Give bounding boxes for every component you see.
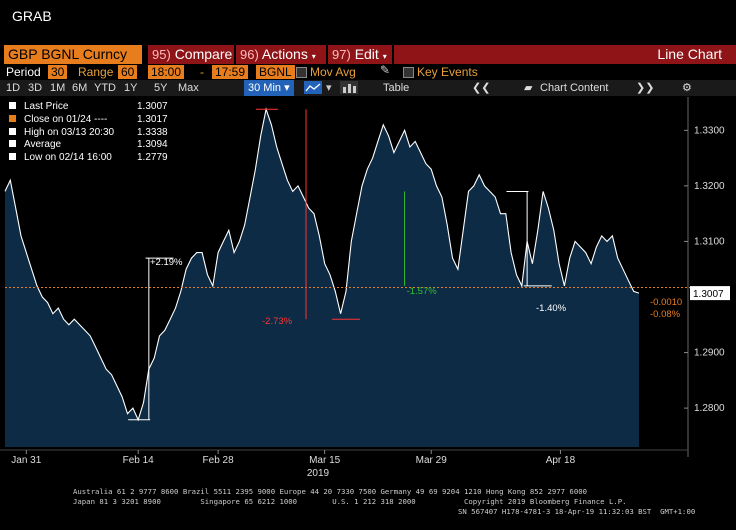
legend-swatch xyxy=(9,114,16,122)
range-label: Range xyxy=(78,65,114,79)
period-label: Period xyxy=(6,65,41,79)
x-tick-label: Feb 28 xyxy=(203,455,235,466)
edit-button[interactable]: 97) Edit ▾ xyxy=(332,45,387,64)
timeframe-5y[interactable]: 5Y xyxy=(154,82,168,94)
last-price-label: 1.3007 xyxy=(693,289,724,300)
price-area xyxy=(5,109,639,447)
edit-number: 97) xyxy=(332,47,351,62)
legend-swatch xyxy=(9,140,16,148)
expand-right-icon[interactable]: ❯❯ xyxy=(636,82,655,94)
measure-label: -1.40% xyxy=(536,303,567,314)
menu-divider xyxy=(326,45,328,64)
interval-label: 30 Min xyxy=(248,82,282,94)
legend-swatch xyxy=(9,102,16,109)
compare-label: Compare xyxy=(174,46,233,62)
legend-label: Last Price xyxy=(24,101,69,112)
x-tick-label: Apr 18 xyxy=(546,455,576,466)
time-dash: - xyxy=(200,65,204,79)
legend-item: Close on 01/24 ---- 1.3017 xyxy=(5,114,172,127)
legend-value: 1.3094 xyxy=(137,139,168,151)
x-axis-year-label: 2019 xyxy=(307,468,330,479)
compare-number: 95) xyxy=(152,47,171,62)
legend-item: Low on 02/14 16:00 1.2779 xyxy=(5,152,172,165)
y-tick-label: 1.3100 xyxy=(694,236,725,247)
chevron-down-icon: ▾ xyxy=(311,52,316,61)
window-title: GRAB xyxy=(12,8,52,24)
x-tick-label: Jan 31 xyxy=(11,455,41,466)
compare-button[interactable]: 95) Compare xyxy=(152,45,232,64)
line-chart-icon[interactable] xyxy=(304,81,322,94)
table-button[interactable]: Table xyxy=(383,82,410,94)
price-line xyxy=(4,107,640,422)
y-tick-label: 1.2900 xyxy=(694,348,725,359)
x-tick-label: Mar 15 xyxy=(309,455,341,466)
x-tick-label: Mar 29 xyxy=(416,455,448,466)
price-change-label: -0.0010 xyxy=(650,297,682,308)
toolbar xyxy=(0,80,736,96)
legend-item: High on 03/13 20:30 1.3338 xyxy=(5,127,172,140)
timeframe-1m[interactable]: 1M xyxy=(50,82,66,94)
mov-avg-checkbox[interactable] xyxy=(296,67,307,78)
gear-icon[interactable]: ⚙ xyxy=(682,82,692,94)
footer-contacts-line1: Australia 61 2 9777 8600 Brazil 5511 239… xyxy=(73,487,587,496)
legend-label: High on 03/13 20:30 xyxy=(24,126,115,138)
menu-divider xyxy=(392,45,394,64)
key-events-checkbox[interactable] xyxy=(403,67,414,78)
chevron-down-icon: ▾ xyxy=(284,82,290,94)
time-to-field[interactable]: 17:59 xyxy=(212,65,249,79)
timeframe-6m[interactable]: 6M xyxy=(72,82,88,94)
y-tick-label: 1.3300 xyxy=(694,125,725,136)
legend-value: 1.3007 xyxy=(137,101,168,112)
legend-item: Average 1.3094 xyxy=(5,139,172,152)
menu-bar xyxy=(148,45,736,64)
footer-session-line: SN 567407 H178-4781-3 18-Apr-19 11:32:03… xyxy=(458,507,696,516)
actions-number: 96) xyxy=(240,47,259,62)
legend-value: 1.2779 xyxy=(137,152,168,164)
source-field[interactable]: BGNL xyxy=(256,65,295,79)
y-tick-label: 1.2800 xyxy=(694,403,725,414)
security-ticker[interactable]: GBP BGNL Curncy xyxy=(4,45,142,64)
timeframe-1y[interactable]: 1Y xyxy=(124,82,138,94)
chart-content-button[interactable]: Chart Content xyxy=(540,82,609,94)
actions-button[interactable]: 96) Actions ▾ xyxy=(240,45,316,64)
timeframe-3d[interactable]: 3D xyxy=(28,82,43,94)
collapse-left-icon[interactable]: ❮❮ xyxy=(472,82,491,94)
footer-contacts-line2: Japan 81 3 3201 8900 Singapore 65 6212 1… xyxy=(73,497,627,506)
last-price-box xyxy=(690,286,730,301)
chart-legend: Last Price 1.3007 Close on 01/24 ---- 1.30… xyxy=(5,101,172,171)
legend-item: Last Price 1.3007 xyxy=(5,101,172,114)
chevron-down-icon: ▾ xyxy=(382,52,387,61)
menu-divider xyxy=(234,45,236,64)
legend-label: Average xyxy=(24,139,62,151)
mov-avg-label: Mov Avg xyxy=(310,65,356,79)
chart-style-dropdown-icon[interactable]: ▾ xyxy=(326,82,332,94)
legend-value: 1.3017 xyxy=(137,113,168,125)
legend-swatch xyxy=(9,127,16,135)
measure-label: +2.19% xyxy=(150,257,183,268)
legend-label: Close on 01/24 ---- xyxy=(24,113,108,125)
range-field[interactable]: 60 xyxy=(118,65,138,79)
edit-label: Edit xyxy=(354,46,379,62)
measure-label: -1.57% xyxy=(407,286,438,297)
measure-label: -2.73% xyxy=(262,316,293,327)
x-tick-label: Feb 14 xyxy=(123,455,155,466)
timeframe-1d[interactable]: 1D xyxy=(6,82,21,94)
legend-label: Low on 02/14 16:00 xyxy=(24,152,112,164)
key-events-label: Key Events xyxy=(417,65,478,79)
interval-dropdown[interactable]: 30 Min ▾ xyxy=(244,80,294,96)
bar-chart-icon[interactable] xyxy=(340,81,358,94)
y-tick-label: 1.3200 xyxy=(694,181,725,192)
period-field[interactable]: 30 xyxy=(48,65,68,79)
actions-label: Actions xyxy=(261,46,308,62)
chart-content-icon: ▰ xyxy=(524,82,533,94)
pencil-icon[interactable]: ✎ xyxy=(380,63,391,77)
timeframe-ytd[interactable]: YTD xyxy=(94,82,116,94)
timeframe-max[interactable]: Max xyxy=(178,82,199,94)
legend-value: 1.3338 xyxy=(137,126,168,138)
time-from-field[interactable]: 18:00 xyxy=(148,65,185,79)
percent-change-label: -0.08% xyxy=(650,309,681,320)
price-chart: 1.3300 1.3200 1.3100 1.2900 1.2800 1.3007 -0.0… xyxy=(0,97,736,480)
chart-type-label: Line Chart xyxy=(657,46,722,62)
legend-swatch xyxy=(9,153,16,161)
